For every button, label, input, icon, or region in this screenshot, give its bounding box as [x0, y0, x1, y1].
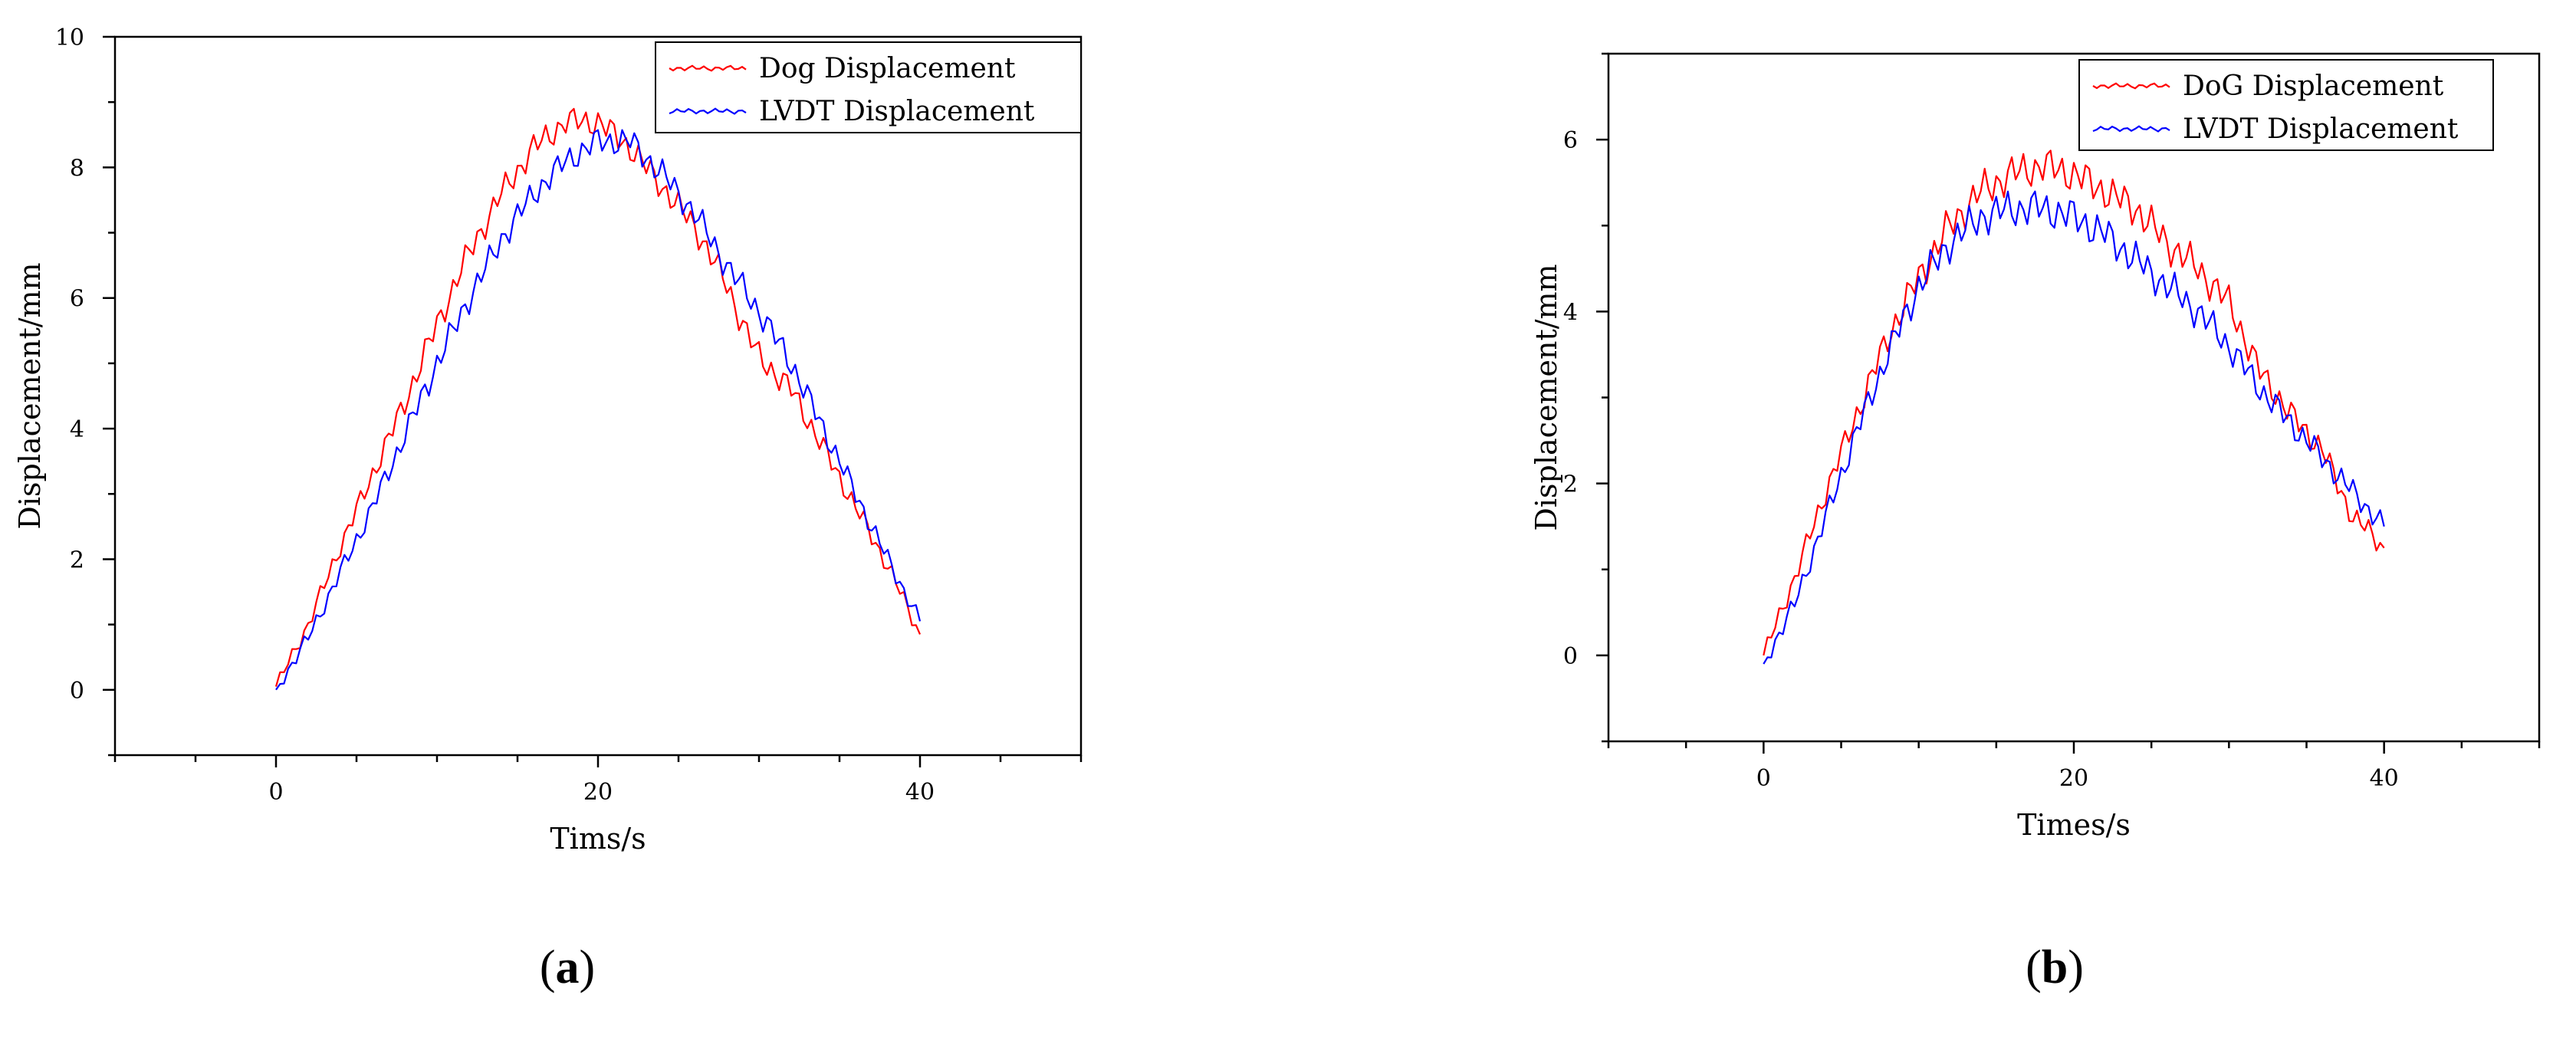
- series-line-1: [275, 129, 922, 691]
- y-tick-label: 6: [1563, 127, 1578, 154]
- panel-label-letter: a: [556, 941, 580, 994]
- legend-label: LVDT Displacement: [2183, 113, 2459, 145]
- x-tick-label: 40: [905, 779, 935, 806]
- series-line-0: [1763, 149, 2385, 656]
- panel-label-open: (: [2026, 941, 2042, 994]
- x-tick-label: 0: [268, 779, 283, 806]
- series-line-1: [1763, 190, 2385, 665]
- chart-panel-a: 0 20 40 0 2 4 6 8 10 Tims/s Displacement/mm Dog Dis…: [13, 25, 1083, 994]
- series-line-0: [274, 107, 922, 687]
- legend-box: [2078, 59, 2494, 151]
- chart-panel-b: 0 20 40 0 2 4 6 Times/s Displacement/mm DoG Displ…: [1530, 52, 2541, 994]
- y-tick-label: 6: [70, 286, 84, 313]
- plot-frame: [113, 35, 1083, 757]
- legend-swatch-0: [2092, 82, 2170, 90]
- y-axis-title: Displacement/mm: [1530, 264, 1563, 531]
- y-tick-label: 8: [70, 155, 84, 182]
- y-tick-label: 10: [55, 25, 84, 51]
- legend-swatch-1: [669, 107, 747, 115]
- legend-label: LVDT Displacement: [759, 96, 1035, 127]
- x-tick-label: 0: [1756, 765, 1771, 792]
- panel-label: (a): [540, 941, 595, 994]
- y-tick-label: 4: [70, 416, 84, 443]
- x-axis-title: Tims/s: [550, 822, 646, 856]
- legend-box: [655, 41, 1082, 133]
- legend-swatch-1: [2092, 125, 2170, 133]
- legend-label: DoG Displacement: [2183, 71, 2444, 102]
- panel-label-open: (: [540, 941, 556, 994]
- panel-label-letter: b: [2042, 941, 2068, 994]
- x-tick-label: 20: [2059, 765, 2088, 792]
- plot-frame: [1607, 52, 2541, 743]
- legend-swatch-0: [669, 64, 747, 72]
- y-tick-label: 0: [70, 678, 84, 705]
- panel-label-close: ): [2068, 941, 2084, 994]
- y-tick-label: 2: [1563, 471, 1578, 498]
- legend-label: Dog Displacement: [759, 53, 1016, 84]
- panel-label-close: ): [580, 941, 596, 994]
- y-tick-label: 0: [1563, 643, 1578, 670]
- x-tick-label: 20: [583, 779, 613, 806]
- x-tick-label: 40: [2370, 765, 2399, 792]
- y-tick-label: 4: [1563, 299, 1578, 326]
- panel-label: (b): [2026, 941, 2084, 994]
- x-axis-title: Times/s: [2017, 808, 2131, 842]
- y-tick-label: 2: [70, 547, 84, 573]
- y-axis-title: Displacement/mm: [13, 262, 47, 529]
